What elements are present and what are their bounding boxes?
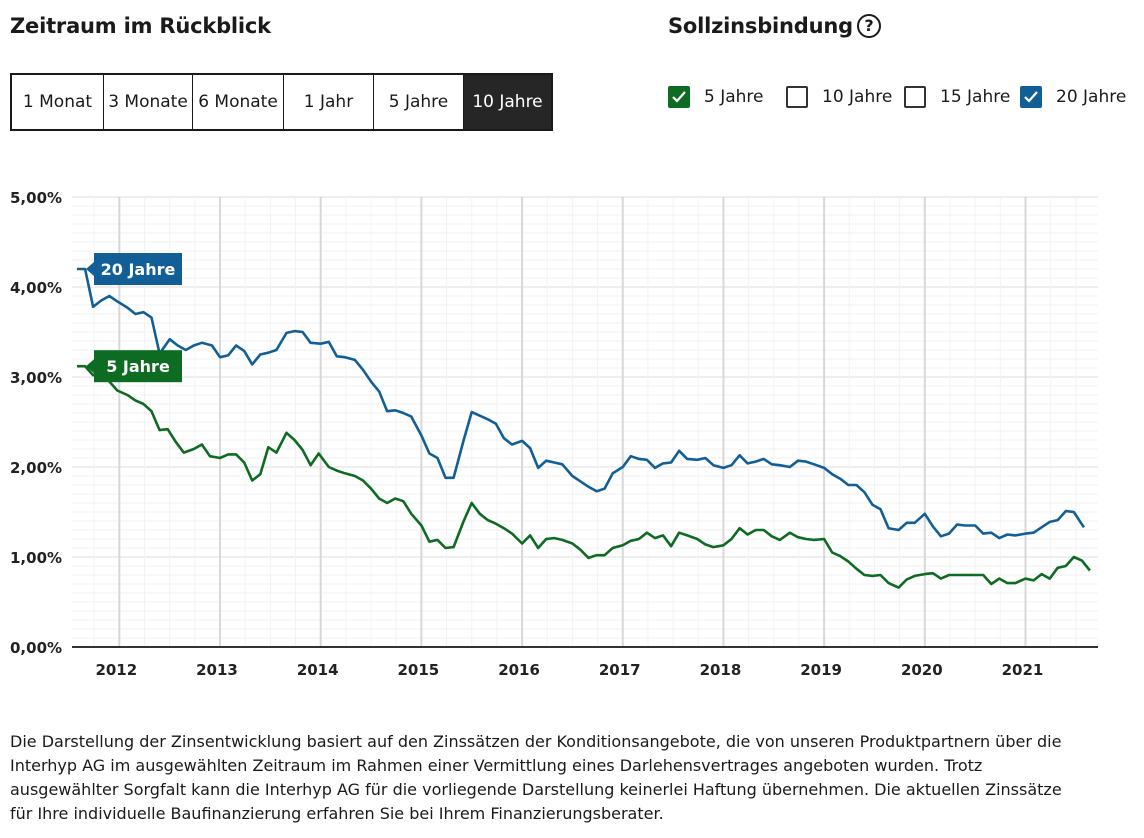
period-option-3-monate[interactable]: 3 Monate (104, 75, 193, 129)
y-tick-label: 0,00% (10, 639, 62, 657)
period-option-10-jahre[interactable]: 10 Jahre (464, 75, 551, 129)
term-option-label: 20 Jahre (1056, 87, 1127, 107)
y-tick-label: 2,00% (10, 459, 62, 477)
checkbox-checked-icon[interactable] (1020, 86, 1042, 108)
x-tick-label: 2020 (901, 661, 943, 679)
period-option-1-monat[interactable]: 1 Monat (12, 75, 104, 129)
x-tick-label: 2019 (800, 661, 842, 679)
y-tick-label: 4,00% (10, 279, 62, 297)
disclaimer-line: ausgewählter Sorgfalt kann die Interhyp … (10, 780, 1062, 799)
checkbox-unchecked-icon[interactable] (904, 86, 926, 108)
series-label-box (94, 253, 182, 285)
interest-rate-chart: 0,00% 1,00% 2,00% 3,00% 4,00% 5,00% 2012 2013 20… (10, 189, 1098, 679)
period-option-6-monate[interactable]: 6 Monate (193, 75, 284, 129)
disclaimer: Die Darstellung der Zinsentwicklung basi… (10, 730, 1130, 826)
series-label-pointer (86, 359, 94, 374)
series-label-text: 20 Jahre (101, 260, 176, 279)
series-line-20-jahre (77, 267, 1085, 540)
period-selector: 1 Monat 3 Monate 6 Monate 1 Jahr 5 Jahre… (10, 73, 553, 131)
term-title: Sollzinsbindung (668, 14, 853, 38)
series-label-5-jahre: 5 Jahre (86, 350, 182, 383)
disclaimer-line: Interhyp AG im ausgewählten Zeitraum im … (10, 756, 983, 775)
checkbox-checked-icon[interactable] (668, 86, 690, 108)
x-tick-label: 2016 (498, 661, 540, 679)
x-tick-label: 2014 (297, 661, 339, 679)
term-option-5-jahre[interactable]: 5 Jahre (668, 84, 764, 110)
y-tick-label: 1,00% (10, 549, 62, 567)
x-tick-label: 2013 (196, 661, 238, 679)
term-option-label: 10 Jahre (822, 87, 893, 107)
term-option-10-jahre[interactable]: 10 Jahre (786, 84, 892, 110)
series-line-5-jahre (77, 364, 1091, 589)
x-tick-label: 2021 (1002, 661, 1044, 679)
term-option-20-jahre[interactable]: 20 Jahre (1020, 84, 1126, 110)
x-tick-label: 2018 (700, 661, 742, 679)
disclaimer-line: für Ihre individuelle Baufinanzierung er… (10, 804, 664, 823)
series-label-20-jahre: 20 Jahre (86, 253, 182, 285)
y-tick-label: 5,00% (10, 189, 62, 207)
x-tick-label: 2015 (398, 661, 440, 679)
period-title: Zeitraum im Rückblick (10, 14, 271, 38)
series-label-pointer (86, 262, 94, 276)
disclaimer-line: Die Darstellung der Zinsentwicklung basi… (10, 732, 1062, 751)
x-tick-label: 2017 (599, 661, 641, 679)
term-option-15-jahre[interactable]: 15 Jahre (904, 84, 1010, 110)
term-option-label: 15 Jahre (940, 87, 1011, 107)
term-option-label: 5 Jahre (704, 87, 764, 107)
help-icon[interactable]: ? (857, 14, 881, 38)
x-tick-label: 2012 (95, 661, 137, 679)
series-label-text: 5 Jahre (106, 357, 170, 376)
y-tick-label: 3,00% (10, 369, 62, 387)
period-option-1-jahr[interactable]: 1 Jahr (284, 75, 374, 129)
period-option-5-jahre[interactable]: 5 Jahre (374, 75, 464, 129)
series-label-box (94, 350, 182, 383)
checkbox-unchecked-icon[interactable] (786, 86, 808, 108)
